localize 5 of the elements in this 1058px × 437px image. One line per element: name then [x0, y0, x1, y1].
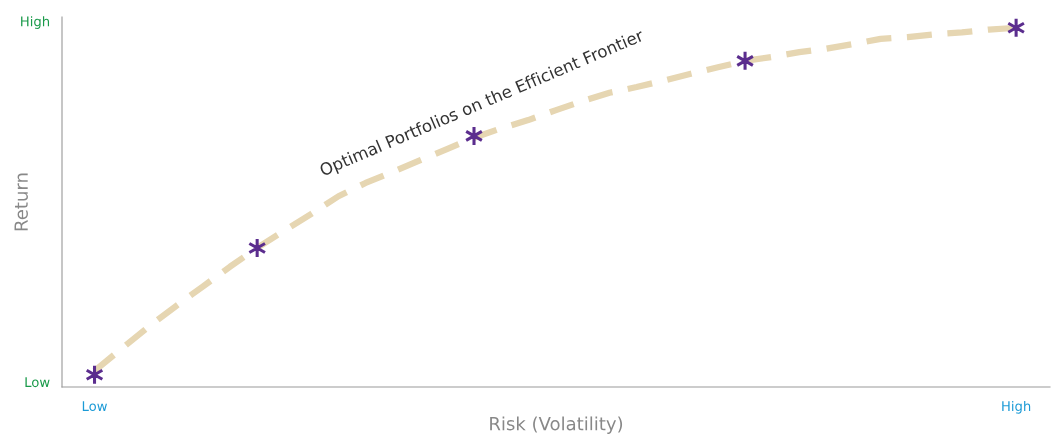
text: Low — [25, 377, 50, 388]
point — [464, 125, 484, 147]
x-axis-title: Risk (Volatility) — [490, 416, 623, 434]
text: High — [21, 16, 50, 29]
y-axis-title: Return — [14, 173, 28, 231]
